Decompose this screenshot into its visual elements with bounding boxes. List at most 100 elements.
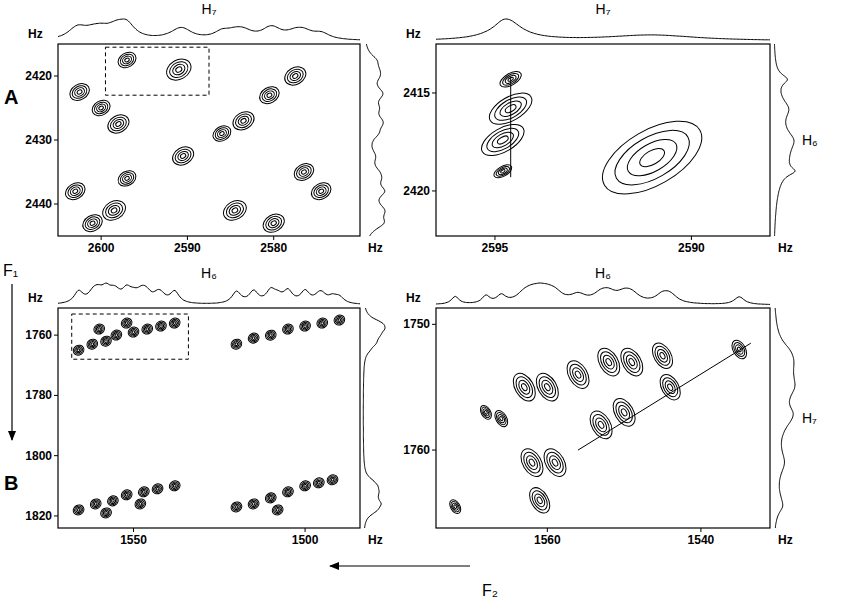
- x-tick-label: 2600: [88, 241, 115, 255]
- peak: [246, 331, 260, 345]
- projection-f2: [58, 19, 360, 40]
- peak: [315, 316, 329, 330]
- peak: [85, 337, 99, 351]
- peak: [109, 328, 123, 342]
- x-unit: Hz: [778, 241, 793, 255]
- projection-f2: [58, 283, 360, 304]
- panel-letter: A: [4, 86, 18, 108]
- y-tick: [432, 190, 436, 191]
- peak: [447, 498, 463, 516]
- x-tick: [133, 528, 134, 532]
- peak: [509, 370, 540, 405]
- x-tick-label: 1550: [120, 533, 147, 547]
- x-tick-label: 2580: [260, 241, 287, 255]
- peak: [89, 497, 103, 511]
- x-tick: [691, 236, 692, 240]
- right-label: H₆: [802, 132, 818, 148]
- x-tick-label: 1500: [292, 533, 319, 547]
- top-label: H₆: [595, 265, 611, 281]
- y-unit: Hz: [28, 27, 43, 41]
- peak: [62, 179, 88, 203]
- peak: [492, 408, 510, 429]
- x-unit: Hz: [778, 533, 793, 547]
- panel: 155015001760178018001820HzHzH₆B: [4, 265, 385, 547]
- y-tick-label: 1760: [403, 443, 430, 457]
- x-tick-label: 1560: [534, 533, 561, 547]
- y-tick-label: 1800: [25, 449, 52, 463]
- peak: [264, 328, 278, 342]
- peak: [281, 63, 309, 89]
- plot-frame: [58, 44, 360, 236]
- peak: [257, 83, 283, 107]
- axis-arrows: F₁F₂: [3, 262, 498, 599]
- peak: [106, 494, 120, 508]
- figure: 260025902580242024302440HzHzH₇A259525902…: [0, 0, 845, 608]
- peak: [477, 118, 530, 162]
- peak: [71, 343, 85, 357]
- zoom-box: [105, 47, 209, 95]
- x-tick: [494, 236, 495, 240]
- peak: [105, 111, 133, 137]
- y-tick-label: 1750: [403, 317, 430, 331]
- connector-line: [578, 343, 751, 450]
- y-tick: [432, 450, 436, 451]
- peak: [137, 485, 151, 499]
- peak: [140, 322, 154, 336]
- peak: [281, 485, 295, 499]
- peak: [516, 445, 547, 480]
- peak: [325, 473, 339, 487]
- panel: 1560 1540 1750 1760 Hz Hz H₆ H₇: [403, 265, 817, 547]
- peak: [71, 503, 85, 517]
- peak: [67, 80, 93, 104]
- panel-letter: B: [4, 472, 18, 494]
- top-label: H₇: [202, 1, 217, 17]
- right-label: H₇: [802, 410, 817, 426]
- peak: [563, 357, 594, 392]
- x-tick-label: 2595: [482, 241, 509, 255]
- peak: [115, 49, 138, 71]
- peak: [616, 344, 647, 379]
- peak: [154, 319, 168, 333]
- peak: [230, 108, 258, 134]
- peak: [168, 316, 182, 330]
- x-tick-label: 2590: [678, 241, 705, 255]
- peak: [80, 211, 106, 235]
- projection-f2: [436, 19, 770, 40]
- plot-frame: [58, 308, 360, 528]
- projection-f1: [775, 44, 796, 236]
- peak: [729, 338, 750, 362]
- peak: [220, 197, 250, 225]
- peak: [99, 197, 129, 225]
- peak: [115, 168, 138, 190]
- peak: [229, 500, 243, 514]
- peak: [99, 506, 113, 520]
- x-unit: Hz: [368, 241, 383, 255]
- peak: [163, 55, 195, 85]
- y-tick-label: 2430: [25, 133, 52, 147]
- plot-frame: [436, 44, 770, 236]
- projection-f1: [366, 44, 385, 236]
- f1-arrow: [11, 284, 12, 440]
- peak: [229, 337, 243, 351]
- panel: 2595259024152420HzHzH₇H₆: [403, 1, 817, 255]
- y-tick: [54, 515, 58, 516]
- y-tick: [54, 395, 58, 396]
- peak: [312, 476, 326, 490]
- peaks: [71, 313, 346, 520]
- connector-line: [510, 77, 511, 177]
- plot-frame: [436, 308, 770, 528]
- y-unit: Hz: [28, 291, 43, 305]
- f2-label: F₂: [482, 582, 498, 599]
- peak: [308, 179, 334, 203]
- peak: [246, 497, 260, 511]
- y-tick-label: 2415: [403, 86, 430, 100]
- peak: [298, 319, 312, 333]
- y-unit: Hz: [406, 291, 421, 305]
- peak: [150, 482, 164, 496]
- peak: [89, 97, 112, 119]
- peak: [92, 322, 106, 336]
- peak: [609, 395, 640, 430]
- x-tick: [101, 236, 102, 240]
- x-tick-label: 1540: [688, 533, 715, 547]
- x-tick: [273, 236, 274, 240]
